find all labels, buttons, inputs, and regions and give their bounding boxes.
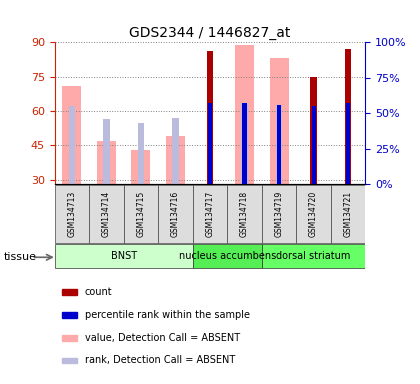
Bar bbox=[310, 77, 317, 184]
Bar bbox=[277, 105, 281, 184]
Bar bbox=[242, 103, 247, 184]
Bar bbox=[166, 136, 185, 184]
Bar bbox=[208, 103, 212, 184]
Bar bbox=[63, 86, 81, 184]
Text: value, Detection Call = ABSENT: value, Detection Call = ABSENT bbox=[84, 333, 240, 343]
Bar bbox=[241, 103, 248, 184]
Bar bbox=[131, 150, 150, 184]
FancyBboxPatch shape bbox=[262, 244, 365, 268]
Bar bbox=[270, 58, 289, 184]
FancyBboxPatch shape bbox=[331, 185, 365, 243]
Text: count: count bbox=[84, 287, 112, 297]
Text: tissue: tissue bbox=[4, 252, 37, 262]
Text: rank, Detection Call = ABSENT: rank, Detection Call = ABSENT bbox=[84, 356, 235, 366]
Text: GSM134719: GSM134719 bbox=[275, 191, 284, 237]
Text: GSM134717: GSM134717 bbox=[205, 191, 215, 237]
Bar bbox=[62, 358, 77, 363]
Text: GSM134721: GSM134721 bbox=[344, 191, 353, 237]
Text: BNST: BNST bbox=[110, 251, 137, 262]
Text: GSM134720: GSM134720 bbox=[309, 191, 318, 237]
FancyBboxPatch shape bbox=[55, 185, 89, 243]
Text: GSM134714: GSM134714 bbox=[102, 191, 111, 237]
Bar bbox=[207, 51, 213, 184]
Bar bbox=[235, 45, 254, 184]
Bar bbox=[172, 118, 178, 184]
Text: GSM134713: GSM134713 bbox=[67, 191, 76, 237]
FancyBboxPatch shape bbox=[193, 244, 262, 268]
FancyBboxPatch shape bbox=[262, 185, 297, 243]
FancyBboxPatch shape bbox=[297, 185, 331, 243]
Text: GSM134718: GSM134718 bbox=[240, 191, 249, 237]
FancyBboxPatch shape bbox=[227, 185, 262, 243]
FancyBboxPatch shape bbox=[55, 244, 193, 268]
Text: dorsal striatum: dorsal striatum bbox=[276, 251, 351, 262]
Bar bbox=[62, 312, 77, 318]
Bar bbox=[62, 335, 77, 341]
Bar bbox=[312, 106, 316, 184]
Bar bbox=[62, 289, 77, 295]
Text: nucleus accumbens: nucleus accumbens bbox=[178, 251, 276, 262]
FancyBboxPatch shape bbox=[158, 185, 193, 243]
FancyBboxPatch shape bbox=[193, 185, 227, 243]
Bar bbox=[69, 106, 75, 184]
Bar bbox=[138, 123, 144, 184]
Bar bbox=[345, 49, 351, 184]
Text: percentile rank within the sample: percentile rank within the sample bbox=[84, 310, 249, 320]
Text: GSM134716: GSM134716 bbox=[171, 191, 180, 237]
Bar bbox=[103, 119, 110, 184]
Bar bbox=[346, 103, 350, 184]
Title: GDS2344 / 1446827_at: GDS2344 / 1446827_at bbox=[129, 26, 291, 40]
Text: GSM134715: GSM134715 bbox=[136, 191, 145, 237]
FancyBboxPatch shape bbox=[123, 185, 158, 243]
Bar bbox=[276, 105, 282, 184]
Bar bbox=[97, 141, 116, 184]
FancyBboxPatch shape bbox=[89, 185, 123, 243]
